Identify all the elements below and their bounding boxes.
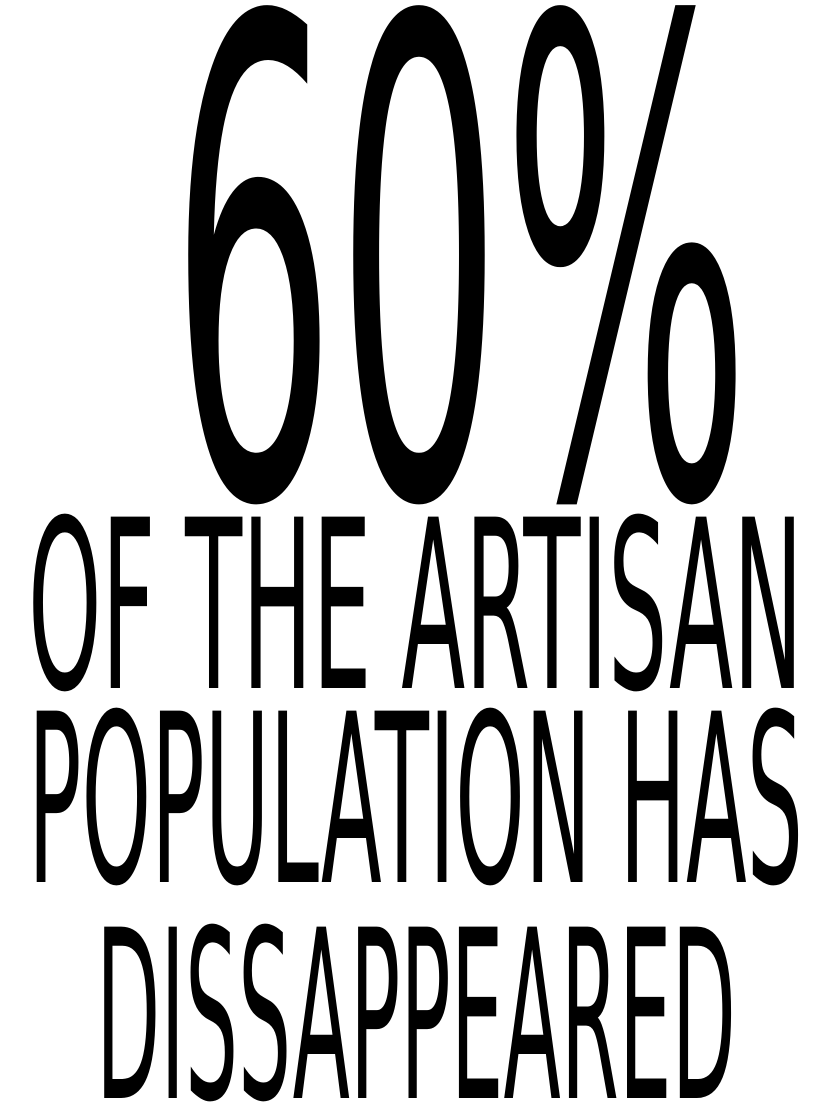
headline-line-1: OF THE ARTISAN: [28, 471, 803, 744]
headline-line-3: DISSAPPEARED: [96, 881, 736, 1115]
headline-figure: 60%: [170, 0, 750, 651]
headline-line-2: POPULATION HAS: [28, 665, 803, 938]
